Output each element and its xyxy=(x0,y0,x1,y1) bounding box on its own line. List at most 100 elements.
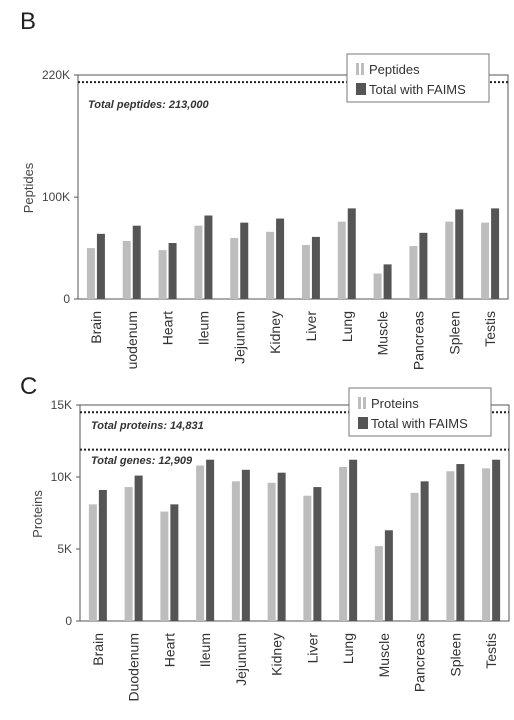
bar-b-lung-s2 xyxy=(347,208,356,299)
bar-b-kidney-s1 xyxy=(266,231,275,299)
bar-c-pancreas-s2 xyxy=(420,481,429,621)
x-tick-label-b-brain: Brain xyxy=(88,311,104,344)
x-tick-label-b-muscle: Muscle xyxy=(375,311,391,356)
bar-c-testis-s1 xyxy=(482,468,491,621)
bar-b-heart-s1 xyxy=(158,250,167,299)
bar-c-jejunum-s1 xyxy=(231,481,240,621)
x-tick-label-c-duodenum: Duodenum xyxy=(126,633,142,702)
x-tick-label-c-pancreas: Pancreas xyxy=(412,633,428,692)
y-tick-label-c: 10K xyxy=(51,470,72,484)
y-axis-title-b: Peptides xyxy=(21,162,36,213)
legend-label-faims-b: Total with FAIMS xyxy=(369,82,466,97)
bar-c-liver-s2 xyxy=(313,487,322,621)
x-tick-label-c-liver: Liver xyxy=(304,633,320,664)
x-tick-label-b-jejunum: Jejunum xyxy=(231,311,247,364)
bar-b-pancreas-s2 xyxy=(419,232,428,299)
legend-swatch-proteins xyxy=(358,397,361,409)
bar-c-duodenum-s2 xyxy=(134,475,143,621)
legend-box-b xyxy=(346,53,490,103)
bar-b-liver-s2 xyxy=(311,236,320,299)
y-tick-label-b: 0 xyxy=(63,292,70,306)
bar-b-ileum-s2 xyxy=(204,215,213,299)
x-tick-label-b-testis: Testis xyxy=(482,311,498,347)
x-tick-label-c-kidney: Kidney xyxy=(269,633,285,676)
bar-b-brain-s2 xyxy=(96,233,105,299)
y-tick-label-b: 220K xyxy=(42,68,70,82)
bar-c-muscle-s1 xyxy=(374,546,383,621)
bar-c-lung-s2 xyxy=(349,459,358,621)
legend-swatch-faims-c xyxy=(358,417,368,429)
x-tick-label-c-muscle: Muscle xyxy=(376,633,392,678)
legend-label-proteins: Proteins xyxy=(371,396,419,411)
bar-b-spleen-s1 xyxy=(445,221,454,299)
x-tick-label-b-spleen: Spleen xyxy=(446,311,462,355)
legend-box-c xyxy=(348,387,492,437)
bar-b-muscle-s2 xyxy=(383,264,392,299)
annotation-total-peptides: Total peptides: 213,000 xyxy=(88,99,210,111)
legend-b: Peptides Total with FAIMS xyxy=(346,53,490,103)
bar-b-testis-s2 xyxy=(491,208,500,299)
bar-c-testis-s2 xyxy=(492,459,501,621)
bar-c-muscle-s2 xyxy=(384,530,393,621)
plot-area-b: 0 100K 220K Brain uodenum Heart Ileum Jejunum Ki… xyxy=(42,68,509,370)
x-tick-label-c-spleen: Spleen xyxy=(447,633,463,677)
panel-c: C Proteins 0 5K 10K 15K Brain Duodenum Heart Il… xyxy=(20,373,510,702)
y-tick-label-b: 100K xyxy=(42,190,70,204)
bar-c-kidney-s2 xyxy=(277,472,286,621)
legend-label-peptides: Peptides xyxy=(369,62,420,77)
legend-swatch-proteins-2 xyxy=(363,397,366,409)
bar-c-ileum-s1 xyxy=(196,465,205,621)
panel-letter-b: B xyxy=(20,8,36,35)
bar-b-pancreas-s1 xyxy=(409,246,418,299)
y-axis-title-c: Proteins xyxy=(30,490,45,538)
bar-c-spleen-s2 xyxy=(456,464,465,621)
x-tick-label-b-ileum: Ileum xyxy=(195,311,211,345)
x-tick-label-b-lung: Lung xyxy=(339,311,355,342)
bar-b-duodenum-s1 xyxy=(122,240,131,299)
bar-c-heart-s2 xyxy=(170,504,179,621)
bar-b-duodenum-s2 xyxy=(132,225,141,299)
x-tick-label-c-lung: Lung xyxy=(340,633,356,664)
annotation-total-proteins: Total proteins: 14,831 xyxy=(91,420,204,432)
bar-b-kidney-s2 xyxy=(276,218,285,299)
bar-c-spleen-s1 xyxy=(446,471,455,621)
bar-c-kidney-s1 xyxy=(267,482,276,621)
bar-b-lung-s1 xyxy=(337,221,346,299)
bar-b-ileum-s1 xyxy=(194,225,203,299)
x-tick-label-c-brain: Brain xyxy=(90,633,106,666)
bar-c-brain-s1 xyxy=(88,504,97,621)
bar-c-heart-s1 xyxy=(160,511,169,621)
bar-b-heart-s2 xyxy=(168,243,177,299)
bar-c-lung-s1 xyxy=(339,466,348,621)
bar-b-jejunum-s1 xyxy=(230,237,239,299)
bar-b-testis-s1 xyxy=(481,222,490,299)
bar-b-spleen-s2 xyxy=(455,209,464,299)
bar-c-ileum-s2 xyxy=(206,459,215,621)
x-tick-label-b-liver: Liver xyxy=(303,311,319,342)
y-tick-label-c: 5K xyxy=(57,542,72,556)
bar-b-muscle-s1 xyxy=(373,273,382,299)
plot-frame-b xyxy=(77,74,509,300)
annotation-total-genes: Total genes: 12,909 xyxy=(91,455,193,467)
y-tick-label-c: 0 xyxy=(65,614,72,628)
panel-letter-c: C xyxy=(20,373,37,400)
bar-c-brain-s2 xyxy=(98,489,107,621)
legend-swatch-peptides-2 xyxy=(361,63,364,75)
x-tick-label-c-jejunum: Jejunum xyxy=(233,633,249,686)
bar-b-liver-s1 xyxy=(301,245,310,299)
x-tick-label-c-heart: Heart xyxy=(161,633,177,667)
bar-c-pancreas-s1 xyxy=(410,492,419,621)
bar-c-duodenum-s1 xyxy=(124,487,133,621)
x-tick-label-b-pancreas: Pancreas xyxy=(410,311,426,370)
bar-b-brain-s1 xyxy=(86,248,95,299)
legend-swatch-peptides xyxy=(356,63,359,75)
bar-c-jejunum-s2 xyxy=(241,469,250,621)
panel-b: B Peptides 0 100K 220K Brain uodenum Heart Ile… xyxy=(20,8,509,370)
legend-label-faims-c: Total with FAIMS xyxy=(371,416,468,431)
plot-area-c: 0 5K 10K 15K Brain Duodenum Heart Ileum Jejunum K… xyxy=(51,398,510,702)
x-tick-label-b-heart: Heart xyxy=(160,311,176,345)
y-tick-label-c: 15K xyxy=(51,398,72,412)
x-tick-label-b-duodenum: uodenum xyxy=(124,311,140,369)
bar-c-liver-s1 xyxy=(303,495,312,621)
